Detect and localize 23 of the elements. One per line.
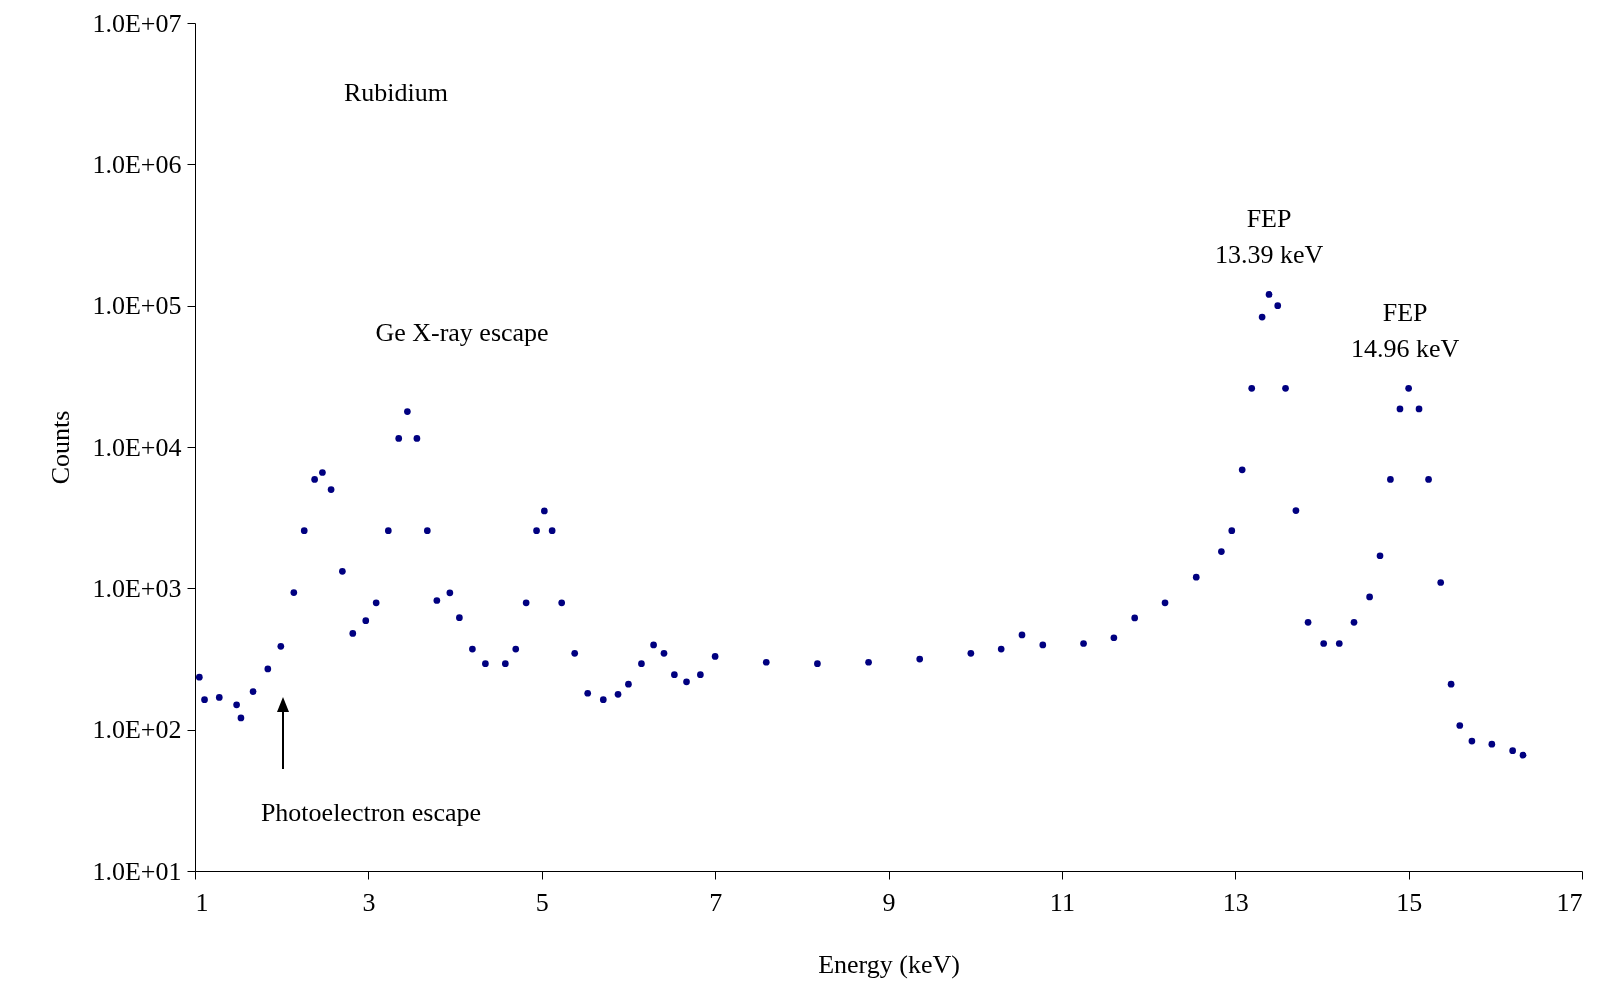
x-tick-label: 17 bbox=[1556, 887, 1583, 917]
y-tick-label: 1.0E+06 bbox=[92, 149, 182, 179]
x-tick-label: 7 bbox=[709, 887, 723, 917]
y-axis-title: Counts bbox=[46, 410, 76, 485]
annotation: Ge X-ray escape bbox=[375, 318, 549, 347]
y-tick-label: 1.0E+07 bbox=[92, 8, 182, 38]
y-tick-label: 1.0E+03 bbox=[92, 573, 182, 603]
x-tick-label: 5 bbox=[535, 887, 549, 917]
y-tick-label: 1.0E+05 bbox=[92, 291, 182, 321]
annotation: FEP 13.39 keV bbox=[1214, 204, 1324, 270]
x-tick-label: 11 bbox=[1049, 887, 1075, 917]
annotation: Rubidium bbox=[343, 78, 449, 107]
annotation: FEP 14.96 keV bbox=[1350, 298, 1460, 364]
x-tick-label: 9 bbox=[882, 887, 896, 917]
x-tick-label: 13 bbox=[1222, 887, 1249, 917]
y-tick-label: 1.0E+04 bbox=[92, 432, 182, 462]
y-tick-label: 1.0E+01 bbox=[92, 856, 182, 886]
x-tick-label: 3 bbox=[362, 887, 376, 917]
y-tick-label: 1.0E+02 bbox=[92, 715, 182, 745]
x-axis-title: Energy (keV) bbox=[818, 949, 960, 979]
x-tick-label: 15 bbox=[1396, 887, 1423, 917]
annotation: Photoelectron escape bbox=[260, 798, 482, 827]
x-tick-label: 1 bbox=[195, 887, 209, 917]
